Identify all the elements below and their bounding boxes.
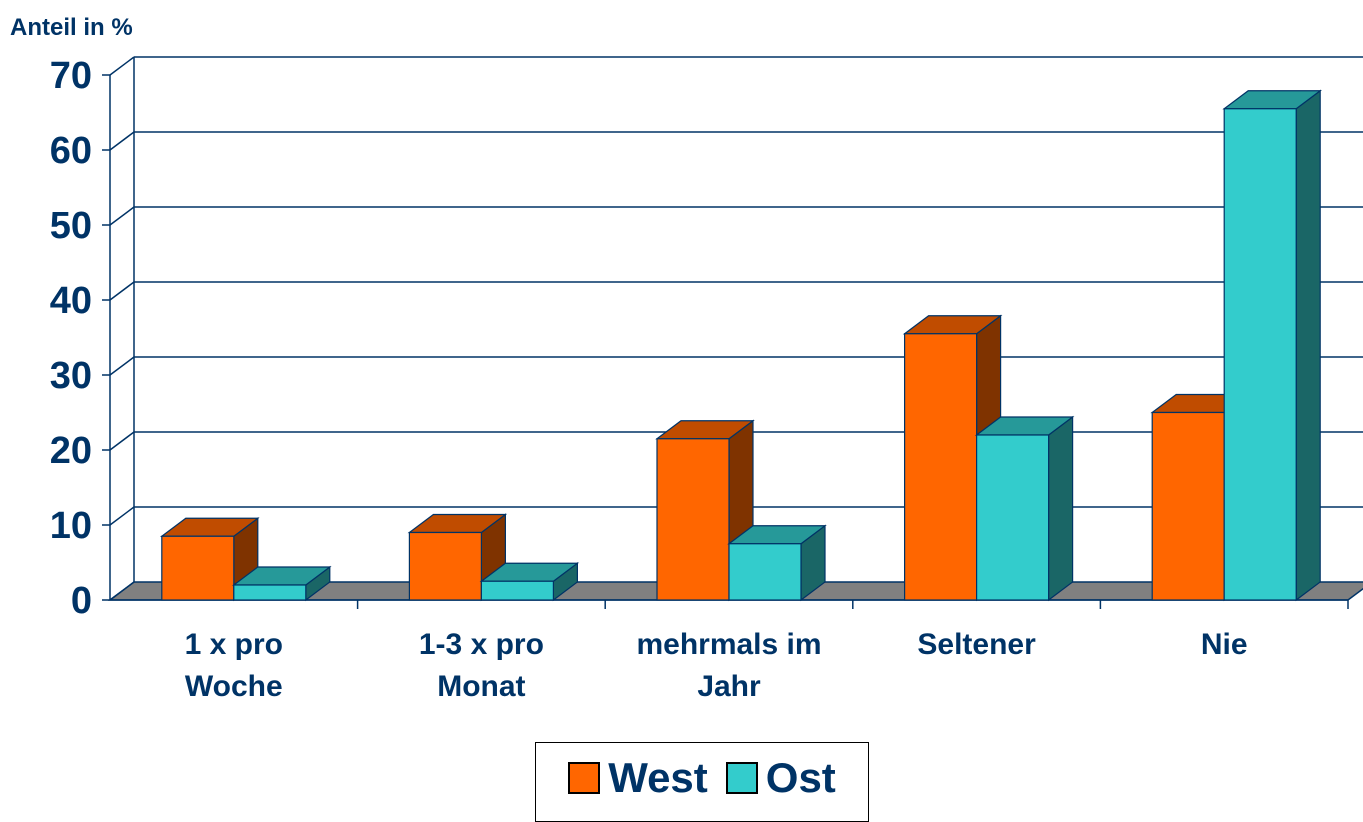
x-category-label: 1 x pro [185, 628, 283, 661]
y-tick-label: 20 [50, 430, 92, 472]
y-depth-connector [109, 431, 135, 451]
x-category-label: Nie [1201, 628, 1248, 661]
y-depth-connector [109, 206, 135, 226]
legend-swatch-west [568, 762, 601, 794]
legend-label-ost: Ost [765, 754, 836, 801]
y-depth-connector [109, 131, 135, 151]
bar-ost [480, 580, 554, 601]
y-tick-label: 30 [50, 355, 92, 397]
bar-west [903, 333, 978, 601]
bar-side-ost [1047, 415, 1074, 602]
y-depth-connector [109, 506, 135, 526]
legend-label-west: West [608, 754, 708, 801]
y-tick-label: 50 [50, 205, 92, 247]
bar-ost [728, 543, 802, 601]
bar-ost [975, 434, 1050, 601]
bar-ost [233, 584, 307, 601]
y-tick-label: 0 [71, 580, 92, 622]
legend: West Ost [535, 742, 869, 822]
x-category-label: mehrmals im [636, 628, 821, 661]
bar-west [408, 531, 482, 601]
y-depth-connector [109, 281, 135, 301]
bar-ost [1223, 108, 1297, 601]
legend-item-west: West [568, 754, 708, 802]
y-tick-label: 40 [50, 280, 92, 322]
y-tick-label: 60 [50, 130, 92, 172]
y-axis-label: Anteil in % [10, 14, 133, 41]
y-depth-connector [109, 56, 135, 76]
legend-item-ost: Ost [725, 754, 836, 802]
y-depth-connector [109, 581, 135, 601]
x-category-label: Jahr [697, 670, 761, 703]
bar-west [656, 438, 730, 601]
bar-west [1151, 411, 1225, 601]
y-tick-label: 10 [50, 505, 92, 547]
legend-swatch-ost [725, 762, 758, 794]
bar-side-ost [1295, 89, 1321, 602]
y-depth-connector [109, 356, 135, 376]
x-category-label: Monat [437, 670, 525, 703]
bar-west [161, 535, 235, 601]
x-category-label: 1-3 x pro [419, 628, 544, 661]
x-category-label: Woche [185, 670, 283, 703]
x-category-label: Seltener [917, 628, 1036, 661]
y-tick-label: 70 [50, 55, 92, 97]
